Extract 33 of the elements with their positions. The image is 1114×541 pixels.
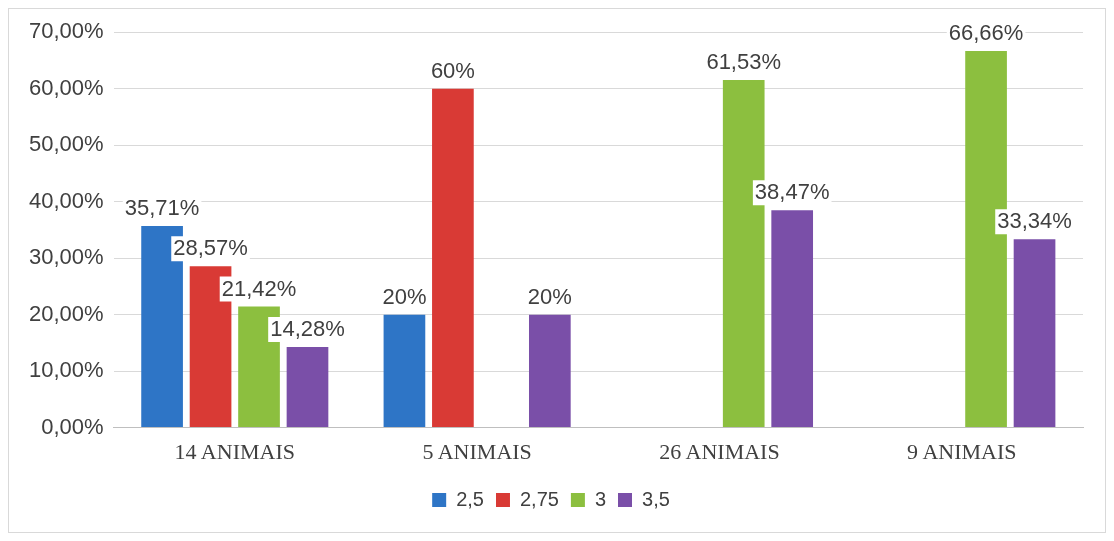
bar: [286, 346, 329, 428]
y-tick-label: 10,00%: [28, 357, 104, 383]
y-tick-label: 30,00%: [28, 244, 104, 270]
x-tick-label: 5 ANIMAIS: [422, 438, 532, 464]
y-tick-label: 40,00%: [28, 187, 104, 213]
data-label: 38,47%: [754, 179, 830, 205]
bar: [529, 314, 571, 428]
legend-label: 2,75: [519, 487, 559, 510]
y-tick-label: 60,00%: [28, 74, 104, 100]
legend-label: 3: [594, 487, 607, 510]
data-label: 66,66%: [948, 20, 1024, 46]
data-label: 61,53%: [706, 49, 782, 75]
bar: [771, 210, 814, 428]
y-tick-label: 20,00%: [28, 300, 104, 326]
data-label: 20%: [527, 283, 572, 309]
x-tick-label: 14 ANIMAIS: [174, 438, 295, 464]
data-label: 60%: [430, 57, 475, 83]
bar: [1013, 239, 1056, 428]
data-label: 35,71%: [124, 194, 200, 220]
data-label: 20%: [382, 283, 427, 309]
data-label: 33,34%: [997, 208, 1072, 234]
legend-label: 2,5: [456, 487, 484, 510]
y-tick-label: 50,00%: [28, 131, 104, 157]
y-tick-label: 70,00%: [28, 18, 104, 44]
y-tick-label: 0,00%: [41, 413, 104, 439]
data-label: 28,57%: [173, 235, 248, 261]
data-label: 14,28%: [270, 316, 345, 341]
bar: [383, 314, 426, 428]
x-tick-label: 9 ANIMAIS: [907, 438, 1017, 464]
data-label: 21,42%: [221, 275, 297, 301]
bar: [432, 88, 474, 428]
x-tick-label: 26 ANIMAIS: [659, 438, 780, 464]
legend-label: 3,5: [642, 487, 670, 510]
